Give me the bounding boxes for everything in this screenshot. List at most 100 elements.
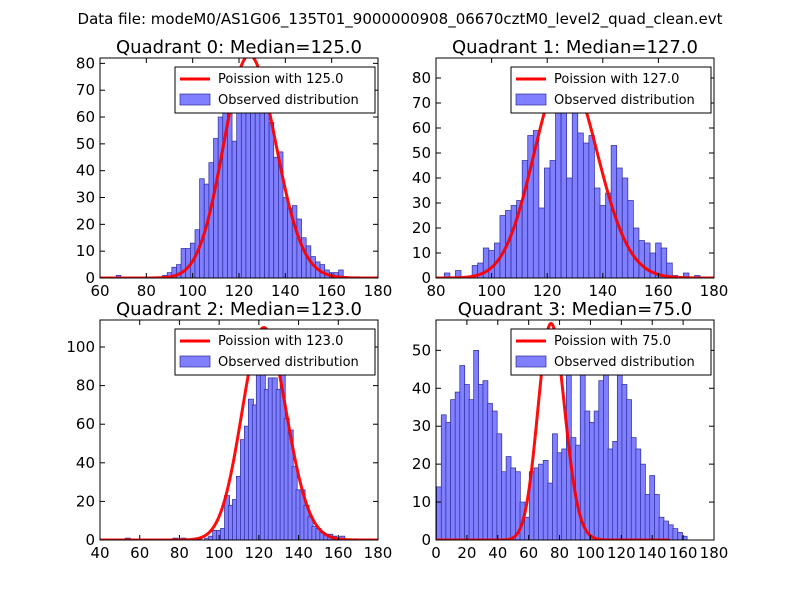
histogram-bar <box>666 262 673 278</box>
histogram-bar <box>556 452 563 540</box>
histogram-bar <box>588 135 595 278</box>
x-tick-label: 80 <box>170 544 189 562</box>
histogram-bar <box>649 475 656 540</box>
histogram-bar <box>626 399 632 540</box>
subplot-title: Quadrant 3: Median=75.0 <box>458 299 693 320</box>
histogram-bar <box>231 140 238 278</box>
histogram-bar <box>236 108 242 278</box>
histogram-bar <box>250 100 256 278</box>
histogram-bar <box>273 156 279 278</box>
histogram-bar <box>552 433 558 540</box>
x-tick-label: 80 <box>426 282 445 300</box>
histogram-bar <box>593 410 600 540</box>
histogram-bar <box>681 535 688 540</box>
subplot-grid: 60 80 100 120 140 160 18001020304050607080Quad… <box>66 37 729 562</box>
histogram-bar <box>635 448 642 540</box>
histogram-bar <box>296 218 302 278</box>
x-tick-label: 60 <box>90 282 109 300</box>
histogram-bar <box>644 494 651 540</box>
histogram-bar <box>264 92 270 278</box>
poisson-curve <box>436 68 714 278</box>
x-tick-label: 140 <box>271 282 300 300</box>
histogram-bar <box>464 384 470 540</box>
legend-bar-swatch <box>515 93 547 106</box>
figure-suptitle: Data file: modeM0/AS1G06_135T01_90000009… <box>78 10 723 29</box>
y-tick-label: 40 <box>76 162 95 180</box>
x-tick-label: 0 <box>431 544 441 562</box>
x-tick-label: 100 <box>178 282 207 300</box>
y-tick-label: 10 <box>412 244 431 262</box>
x-tick-label: 60 <box>519 544 538 562</box>
histogram-bar <box>468 399 475 540</box>
legend-bar-label: Observed distribution <box>554 355 695 370</box>
histogram-bar <box>667 524 674 540</box>
histogram-bar <box>621 177 629 278</box>
x-tick-label: 80 <box>137 282 156 300</box>
y-tick-label: 60 <box>76 108 95 126</box>
legend-bar-label: Observed distribution <box>554 93 695 108</box>
y-tick-label: 70 <box>76 81 95 99</box>
x-tick-label: 180 <box>364 282 393 300</box>
poisson-curve <box>436 321 670 540</box>
histogram-bar <box>450 399 456 540</box>
y-tick-label: 40 <box>412 379 431 397</box>
histogram-bar <box>254 92 261 278</box>
x-tick-label: 140 <box>638 544 667 562</box>
histogram-bar <box>633 227 640 278</box>
legend: Poission with 127.0 Observed distribution <box>510 66 712 114</box>
x-tick-label: 20 <box>457 544 476 562</box>
histogram-bar <box>208 162 214 278</box>
histogram-bar <box>491 410 498 540</box>
x-tick-label: 80 <box>550 544 569 562</box>
legend-line-label: Poission with 123.0 <box>218 334 343 349</box>
y-tick-label: 40 <box>412 169 431 187</box>
legend-bar-swatch <box>179 93 211 106</box>
histogram-bar <box>582 142 590 278</box>
y-tick-label: 20 <box>412 219 431 237</box>
y-tick-label: 80 <box>412 69 431 87</box>
histogram-bar <box>621 384 628 540</box>
histogram-bar <box>496 433 503 540</box>
y-tick-label: 20 <box>76 215 95 233</box>
histogram-bar <box>672 528 679 540</box>
x-tick-label: 140 <box>588 282 617 300</box>
histogram-bar <box>607 448 614 540</box>
histogram-bar <box>638 240 645 278</box>
x-tick-label: 100 <box>205 544 234 562</box>
histogram-bar <box>538 463 544 540</box>
subplot-title: Quadrant 0: Median=125.0 <box>116 37 362 58</box>
histogram-bar <box>454 391 461 540</box>
y-tick-label: 0 <box>421 269 431 287</box>
y-tick-label: 20 <box>412 455 431 473</box>
histogram-bar <box>561 448 568 540</box>
axes-frame <box>99 319 379 541</box>
y-tick-label: 0 <box>85 269 95 287</box>
x-tick-label: 100 <box>477 282 506 300</box>
x-tick-label: 160 <box>317 282 346 300</box>
y-tick-label: 40 <box>76 454 95 472</box>
subplot-title: Quadrant 2: Median=123.0 <box>116 299 362 320</box>
histogram-bar <box>544 167 551 278</box>
histogram-bar <box>644 242 651 278</box>
legend-bar-label: Observed distribution <box>218 355 359 370</box>
x-tick-label: 40 <box>90 544 109 562</box>
plot-area <box>436 321 688 540</box>
histogram-bar <box>510 205 517 278</box>
histogram-bar <box>199 178 205 278</box>
histogram-bar <box>487 403 493 540</box>
histogram-bar <box>259 105 265 278</box>
histogram-bar <box>542 459 549 540</box>
subplot-2: 40 60 80 100 120 140 160 180 0 20 40 60 80 100 Quadran… <box>66 299 392 562</box>
x-tick-label: 160 <box>324 544 353 562</box>
legend-bar-label: Observed distribution <box>218 93 359 108</box>
histogram-bar <box>598 380 605 540</box>
x-tick-label: 120 <box>225 282 254 300</box>
x-tick-label: 180 <box>700 282 729 300</box>
plot-area <box>436 68 714 278</box>
y-tick-label: 20 <box>76 492 95 510</box>
histogram-bar <box>533 467 540 540</box>
legend-bar-swatch <box>515 355 547 368</box>
y-tick-label: 70 <box>412 94 431 112</box>
y-tick-label: 30 <box>412 417 431 435</box>
